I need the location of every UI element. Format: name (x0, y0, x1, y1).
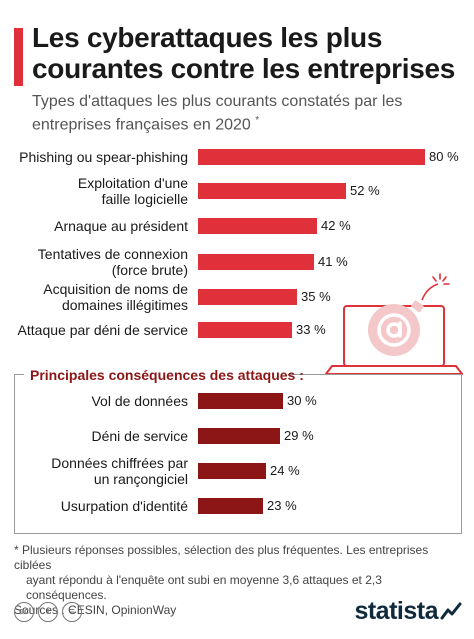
bar-value-label: 41 % (318, 254, 348, 269)
creative-commons-icon: cc (14, 602, 34, 622)
category-label: Attaque par déni de service (17, 322, 188, 338)
category-label: Vol de données (91, 393, 188, 409)
bar (198, 149, 425, 165)
category-label-line: Tentatives de connexion (37, 246, 188, 262)
category-label-line: Exploitation d'une (77, 175, 188, 191)
license-icons: cc i = (14, 602, 82, 622)
bar (198, 254, 314, 270)
bar-value-label: 24 % (270, 463, 300, 478)
no-derivatives-icon: = (62, 602, 82, 622)
bar (198, 463, 266, 479)
category-label: Déni de service (91, 428, 189, 444)
category-label-line: un rançongiciel (93, 471, 188, 487)
category-label-line: (force brute) (111, 262, 188, 278)
category-label: Usurpation d'identité (60, 498, 188, 514)
consequences-title: Principales conséquences des attaques : (30, 367, 304, 383)
category-label-line: faille logicielle (101, 191, 188, 207)
laptop-email-bomb-icon (325, 273, 463, 375)
statista-logo: statista (354, 597, 438, 625)
consequences-box (14, 374, 462, 534)
category-label: Phishing ou spear-phishing (19, 149, 188, 165)
title-accent-bar (14, 28, 23, 86)
category-label: Tentatives de connexion (force brute) (38, 246, 188, 278)
subtitle-footnote-mark: * (255, 115, 260, 126)
bar-value-label: 23 % (267, 498, 297, 513)
bar-value-label: 52 % (350, 183, 380, 198)
bar (198, 218, 317, 234)
bar-value-label: 33 % (296, 322, 326, 337)
consequences-box-border (288, 374, 462, 375)
bar-value-label: 42 % (321, 218, 351, 233)
bar (198, 428, 280, 444)
category-label: Acquisition de noms de domaines illégitim… (43, 281, 188, 313)
chart-title: Les cyberattaques les plus courantes con… (32, 22, 456, 84)
chart-subtitle: Types d'attaques les plus courants const… (32, 92, 452, 134)
attribution-icon: i (38, 602, 58, 622)
bar (198, 183, 346, 199)
footnote-line-1: * Plusieurs réponses possibles, sélectio… (14, 543, 429, 572)
category-label-line: Données chiffrées par (51, 455, 188, 471)
bar (198, 393, 283, 409)
bar (198, 289, 297, 305)
category-label: Données chiffrées par un rançongiciel (51, 455, 188, 487)
statista-mark-icon (440, 602, 462, 620)
bar-value-label: 80 % (429, 149, 459, 164)
category-label: Exploitation d'une faille logicielle (78, 175, 188, 207)
bar (198, 498, 263, 514)
category-label-line: Acquisition de noms de (43, 281, 188, 297)
footnote-line-2: ayant répondu à l'enquête ont subi en mo… (26, 573, 382, 602)
category-label-line: domaines illégitimes (61, 297, 188, 313)
bar (198, 322, 292, 338)
consequences-box-border (14, 374, 24, 375)
bar-value-label: 29 % (284, 428, 314, 443)
bar-value-label: 35 % (301, 289, 331, 304)
subtitle-text: Types d'attaques les plus courants const… (32, 93, 403, 134)
bar-value-label: 30 % (287, 393, 317, 408)
category-label: Arnaque au président (54, 218, 188, 234)
